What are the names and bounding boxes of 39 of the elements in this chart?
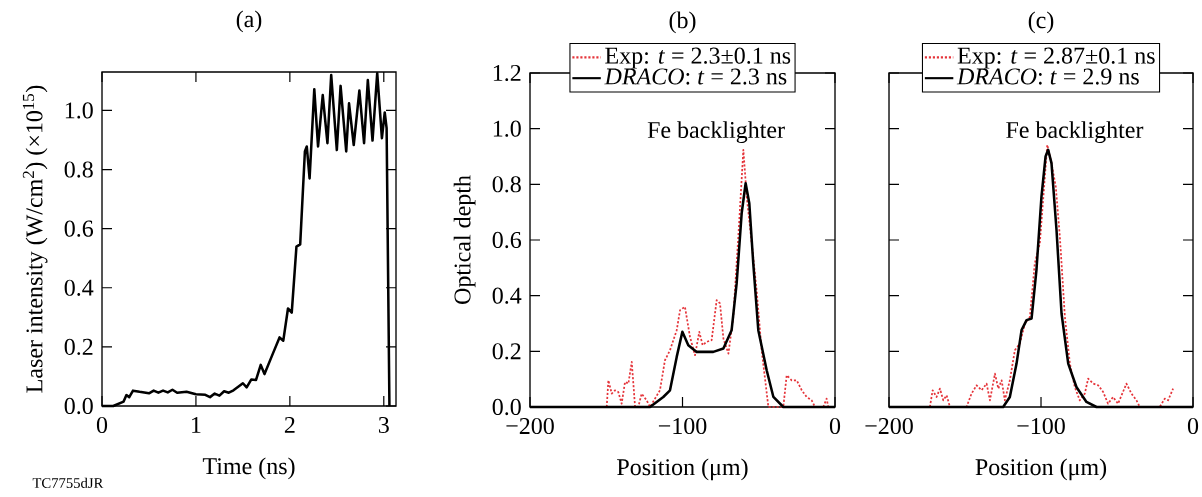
y-tick-label: 0.0 — [492, 398, 521, 416]
y-tick-label: 0.2 — [492, 343, 521, 360]
x-axis-title: Position (μm) — [617, 458, 748, 481]
x-tick-label: 1 — [192, 416, 201, 433]
y-tick-label: 0.8 — [492, 176, 521, 193]
x-axis-title: Position (μm) — [975, 458, 1107, 481]
x-tick-label: −200 — [865, 417, 913, 435]
chart-title: (c) — [1028, 11, 1054, 34]
x-axis-title: Time (ns) — [202, 457, 295, 480]
x-tick-label: −200 — [506, 417, 554, 435]
y-tick-label: 1.0 — [493, 120, 521, 137]
y-tick-label: 0.8 — [64, 161, 93, 178]
text: TC7755dJR — [32, 477, 104, 488]
y-tick-label: 0.6 — [64, 220, 94, 237]
x-tick-label: 2 — [284, 416, 295, 433]
x-tick-label: −100 — [658, 417, 707, 435]
annotation: Fe backlighter — [647, 121, 785, 144]
x-tick-label: 0 — [1187, 417, 1199, 435]
x-tick-label: 0 — [829, 417, 841, 435]
y-axis-title: Laser intensity (W/cm$^{2}$) (×10$^{15}$) — [22, 85, 48, 393]
legend-label: DRACO: t = 2.9 ns — [956, 68, 1139, 85]
y-tick-label: 0.2 — [64, 338, 93, 356]
line-series — [605, 148, 830, 408]
y-tick-label: 1.2 — [493, 64, 521, 82]
x-tick-label: 0 — [96, 416, 108, 434]
chart-title: (b) — [669, 11, 696, 34]
legend-label: Exp: t = 2.87±0.1 ns — [957, 47, 1155, 69]
chart-title: (a) — [236, 10, 262, 33]
legend-label: DRACO: t = 2.3 ns — [604, 68, 787, 85]
y-tick-label: 1.0 — [65, 102, 93, 119]
y-tick-label: 0.0 — [64, 397, 93, 415]
y-tick-label: 0.6 — [492, 231, 522, 249]
annotation: Fe backlighter — [1006, 121, 1144, 144]
y-axis-title: Optical depth — [453, 175, 476, 304]
legend-label: Exp: t = 2.3±0.1 ns — [605, 47, 791, 69]
x-tick-label: 3 — [378, 416, 389, 434]
x-tick-label: −100 — [1017, 417, 1065, 435]
y-tick-label: 0.4 — [492, 287, 522, 304]
y-tick-label: 0.4 — [64, 279, 94, 296]
